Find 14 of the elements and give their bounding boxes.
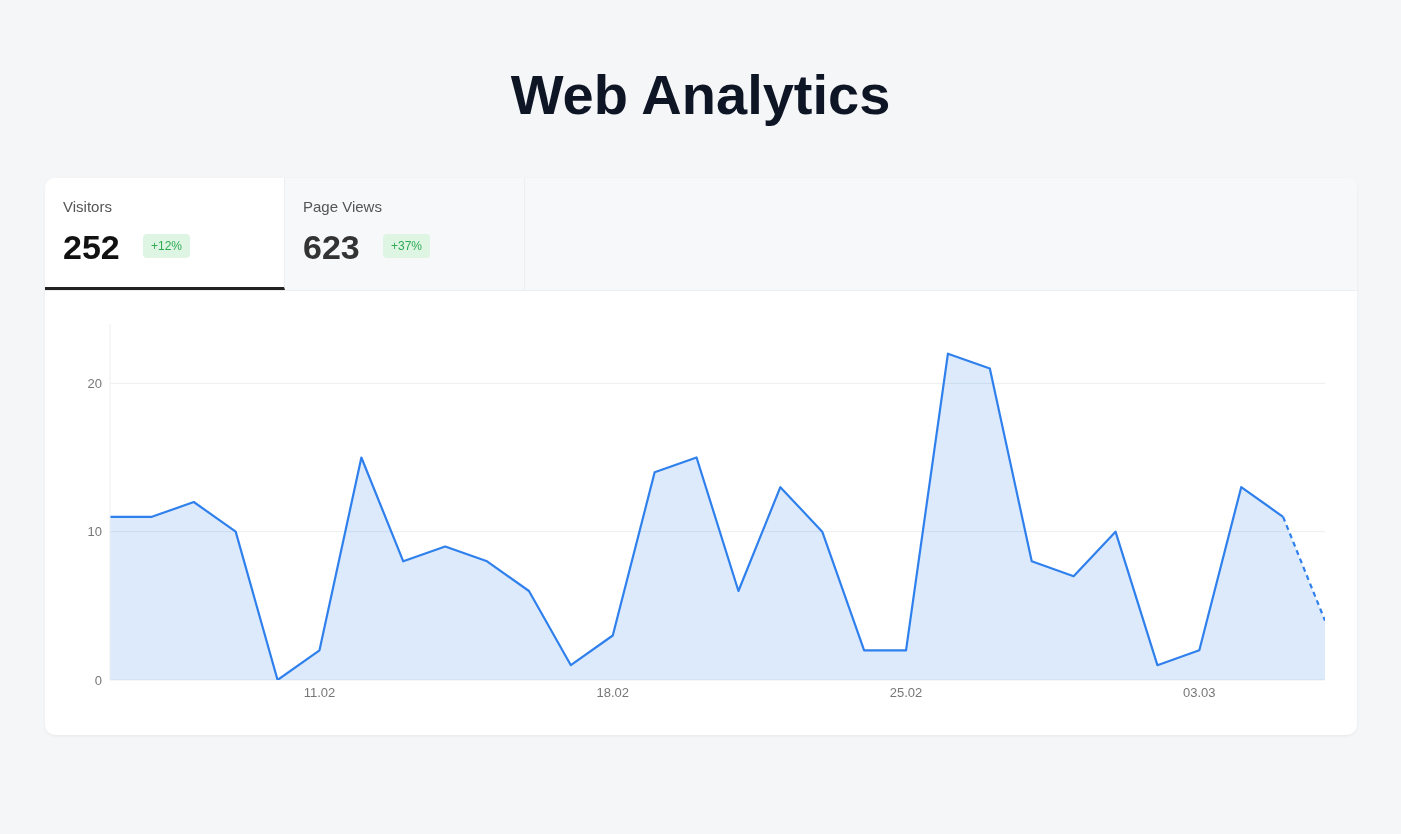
- text: Visitors: [63, 198, 112, 215]
- text: Page Views: [303, 198, 382, 215]
- x-tick-label: 03.03: [1183, 685, 1216, 701]
- x-tick-label: 25.02: [889, 685, 923, 701]
- text: +37%: [383, 234, 431, 258]
- x-tick-label: 18.02: [596, 685, 630, 701]
- y-tick-label: 10: [87, 524, 102, 540]
- y-tick-label: 20: [87, 375, 102, 391]
- y-tick-label: 0: [94, 672, 102, 688]
- text: +12%: [143, 234, 191, 258]
- x-tick-label: 11.02: [303, 685, 336, 701]
- chart-title: Web Analytics: [509, 62, 892, 127]
- text: 623: [303, 228, 360, 267]
- text: 252: [63, 228, 120, 267]
